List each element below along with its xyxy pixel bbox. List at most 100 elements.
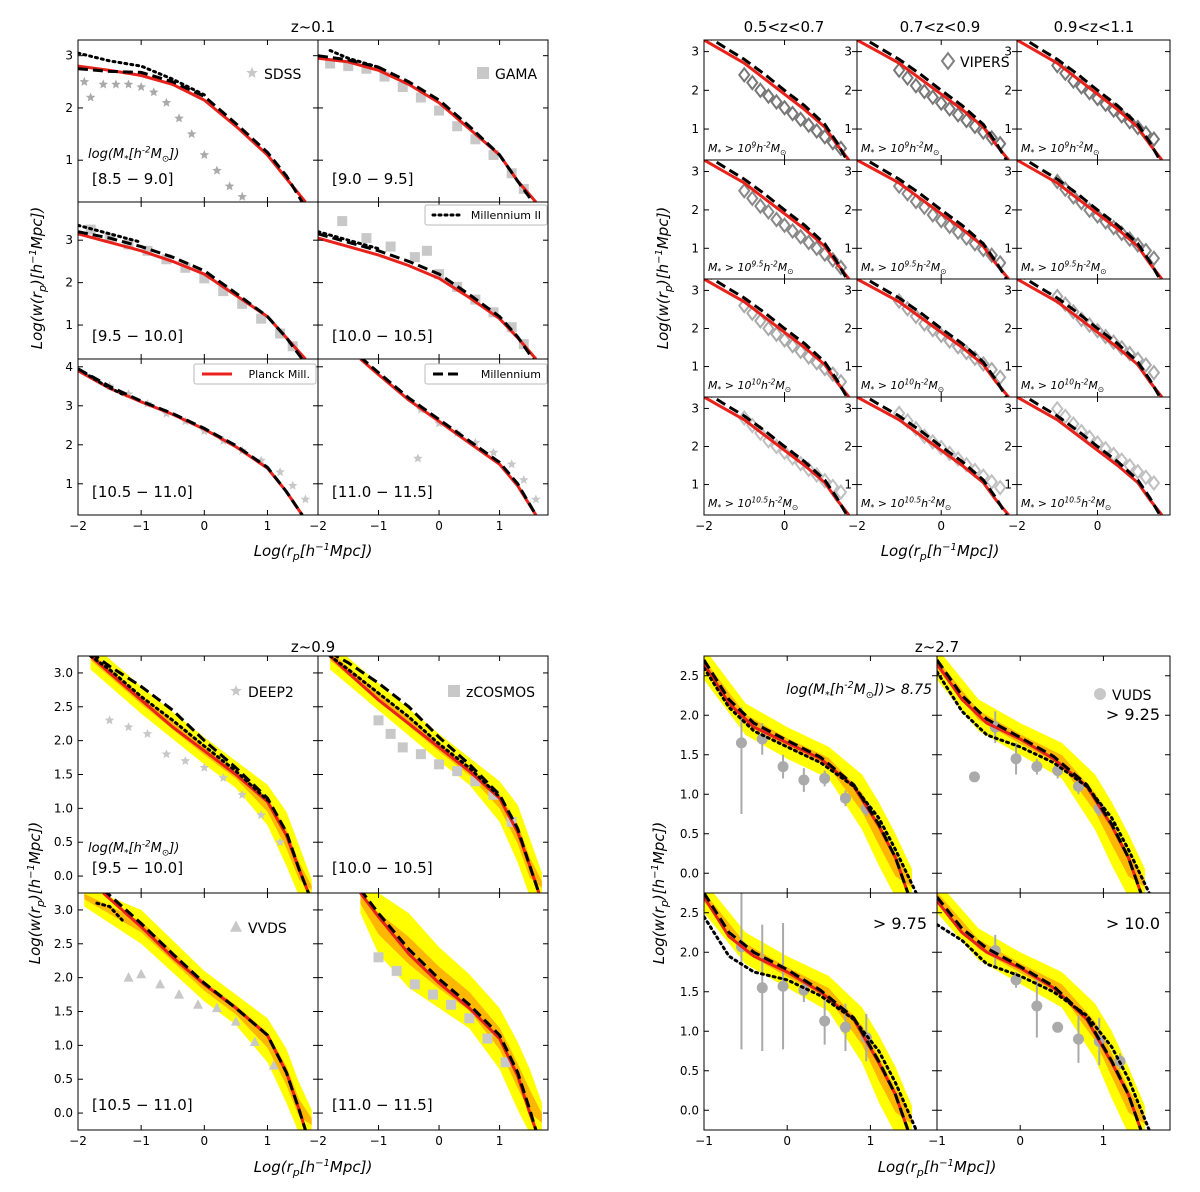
vipers-panel-r2-c2-ytick-label: 2 <box>844 203 852 217</box>
vipers-panel-r4-c2-millennium-line <box>863 397 1008 515</box>
vipers-panel-r1-c3-ytick-label: 2 <box>1004 83 1012 97</box>
vipers-panel-r2-c1-millennium-line <box>710 160 849 279</box>
vipers-panel-r3-c2-obs-point <box>909 308 923 325</box>
z27-panel-1-obs-point <box>777 761 789 773</box>
vipers-panel-r4-c3-xtick-label: 0 <box>1094 519 1102 533</box>
z09-panel-1-obs-point <box>237 789 247 799</box>
z09-panel-3-obs-point <box>123 972 134 982</box>
z27-panel-2-mass-label: > 9.25 <box>1106 705 1160 724</box>
z01-panel-5-millennium2-line <box>82 371 124 396</box>
z27-panel-1-ytick-label: 1.5 <box>680 748 699 762</box>
z09-panel-3-ytick-label: 3.0 <box>54 903 73 917</box>
z09-panel-4-obs-point <box>446 999 457 1010</box>
vipers-panel-r3-c3-millennium-line <box>1023 279 1162 397</box>
z01-panel-1-obs-point <box>111 79 121 89</box>
legend-vvds-marker <box>230 920 242 932</box>
z27-panel-1-obs-point <box>819 772 831 784</box>
vipers-panel-r1-c3-millennium-line <box>1023 40 1162 160</box>
vipers-panel-r3-c1-obs-point <box>770 326 783 343</box>
z09-panel-1: 0.0 0.5 1.0 1.5 2.0 2.5 3.0 [9.5 − 10.0] <box>54 655 319 894</box>
z27-panel-3-ytick-label: 1.5 <box>680 985 699 999</box>
z01-panel-5-xtick-label: −2 <box>69 519 87 533</box>
z09-panel-1-ytick-label: 1.5 <box>54 768 73 782</box>
z09-panel-4-mass-label: [11.0 − 11.5] <box>332 1096 433 1114</box>
z09-panel-1-millennium2-line <box>89 656 269 802</box>
vipers-panel-r4-c3-ytick-label: 1 <box>1004 478 1012 492</box>
legend-millennium-label: Millennium <box>481 368 541 381</box>
vipers-panel-r4-c1: −2 0 1 2 3 M* > 1010.5h-2M⊙ <box>691 396 858 533</box>
z27-panel-4-mass-label: > 10.0 <box>1106 914 1160 933</box>
z27-panel-1-ytick-label: 0.0 <box>680 866 699 880</box>
z09-panel-4: −2 −1 0 1 [11.0 − 11.5] <box>309 892 549 1148</box>
z27-panel-4-obs-point <box>1031 1000 1043 1012</box>
z01-panel-6-xtick-label: −2 <box>309 519 327 533</box>
z09-panel-3-xtick-label: −1 <box>132 1134 150 1148</box>
vipers-panel-r3-c2-ytick-label: 3 <box>844 283 852 297</box>
z27-panel-4-xtick-label: 1 <box>1100 1134 1108 1148</box>
z09-panel-3-xtick-label: 0 <box>200 1134 208 1148</box>
vipers-panel-r4-c1-obs-point <box>762 432 775 449</box>
z27-panel-3-ytick-label: 2.0 <box>680 945 699 959</box>
figure-z27-xlabel: Log(rp[h−1Mpc]) <box>878 1158 997 1179</box>
vipers-panel-r2-c1-obs-point <box>738 182 751 199</box>
legend-sdss-label: SDSS <box>264 67 302 83</box>
vipers-panel-r4-c1-xtick-label: 0 <box>781 519 789 533</box>
vipers-panel-r1-c2-obs-point <box>892 62 906 79</box>
z27-panel-4-xtick-label: 0 <box>1016 1134 1024 1148</box>
z01-panel-1-obs-point <box>161 97 172 107</box>
z09-panel-3-ytick-label: 0.5 <box>54 1072 73 1086</box>
z01-panel-6-obs-point <box>519 474 529 484</box>
legend-deep2: DEEP2 <box>230 685 294 701</box>
z27-panel-1-band-outer <box>704 656 912 893</box>
z27-panel-4-obs-point <box>1052 1021 1064 1033</box>
z27-panel-3-ytick-label: 0.0 <box>680 1103 699 1117</box>
vipers-panel-r2-c3: 1 2 3 M* > 109.5h-2M⊙ <box>1004 159 1171 280</box>
vipers-panel-r2-c2-ytick-label: 3 <box>844 165 852 179</box>
z09-panel-1-millennium-line <box>92 656 310 893</box>
vipers-panel-r1-c1-obs-point <box>778 99 791 116</box>
z27-panel-1-millennium2-line <box>704 666 918 893</box>
z01-panel-4-obs-point <box>361 233 372 244</box>
z09-panel-3-mass-label: [10.5 − 11.0] <box>92 1096 193 1114</box>
z01-panel-1-ytick-label: 1 <box>65 153 73 167</box>
z01-panel-3-millennium-line <box>78 230 304 359</box>
legend-sdss: SDSS <box>246 67 302 83</box>
z01-panel-6-obs-point <box>488 447 499 457</box>
z09-panel-1-ytick-label: 2.5 <box>54 700 73 714</box>
z27-panel-1-ytick-label: 1.0 <box>680 787 699 801</box>
legend-millennium2-box <box>424 204 548 226</box>
legend-vipers-marker <box>940 51 956 71</box>
vipers-panel-r4-c1-mass-label: M* > 1010.5h-2M⊙ <box>708 495 798 512</box>
z09-panel-3-band-outer <box>84 893 312 1130</box>
z27-panel-1-band-inner <box>704 659 912 888</box>
z09-panel-3-xtick-label: −2 <box>69 1134 87 1148</box>
z27-panel-1-obs-point <box>839 792 851 804</box>
z01-panel-6-obs-point <box>531 494 541 504</box>
figure-vipers: 0.5<z<0.7 0.7<z<0.9 0.9<z<1.1 1 2 3 M* > 10… <box>654 18 1171 563</box>
vipers-panel-r1-c2-ytick-label: 1 <box>844 122 852 136</box>
z09-panel-2-obs-point <box>488 789 499 800</box>
vipers-panel-r1-c3-mass-label: M* > 109h-2M⊙ <box>1021 140 1099 157</box>
vipers-panel-r1-c2-obs-point <box>918 83 931 100</box>
z01-panel-4-millennium2-line <box>318 230 380 251</box>
z09-panel-1-ytick-label: 0.5 <box>54 835 73 849</box>
z09-panel-3: −2 −1 0 1 0.0 0.5 1.0 1.5 2.0 2.5 3.0 [10.5 − 11.0] <box>54 892 319 1148</box>
z01-panel-3-obs-point <box>275 328 286 339</box>
vipers-panel-r2-c1-ytick-label: 3 <box>691 165 699 179</box>
z27-panel-4-frame <box>936 892 1171 1131</box>
vipers-panel-r2-c3-obs-point <box>1091 207 1104 225</box>
z09-panel-2-millennium-line <box>333 656 541 893</box>
legend-gama-label: GAMA <box>495 67 538 83</box>
z01-panel-1-obs-point <box>79 76 90 86</box>
z27-panel-3-xtick-label: 1 <box>867 1134 875 1148</box>
z01-panel-5-obs-point <box>288 480 298 490</box>
z09-panel-2-obs-point <box>397 742 408 753</box>
z09-panel-3-ytick-label: 2.5 <box>54 937 73 951</box>
z27-panel-4-obs-point <box>1072 1033 1084 1045</box>
z01-panel-3-ytick-label: 1 <box>65 318 73 332</box>
vipers-panel-r2-c2-ytick-label: 1 <box>844 241 852 255</box>
vipers-panel-r1-c3-obs-point <box>1147 130 1161 148</box>
vipers-panel-r1-c1-obs-point <box>738 66 751 83</box>
z09-panel-2-obs-point <box>385 728 396 739</box>
z27-panel-2-obs-point <box>968 771 980 783</box>
